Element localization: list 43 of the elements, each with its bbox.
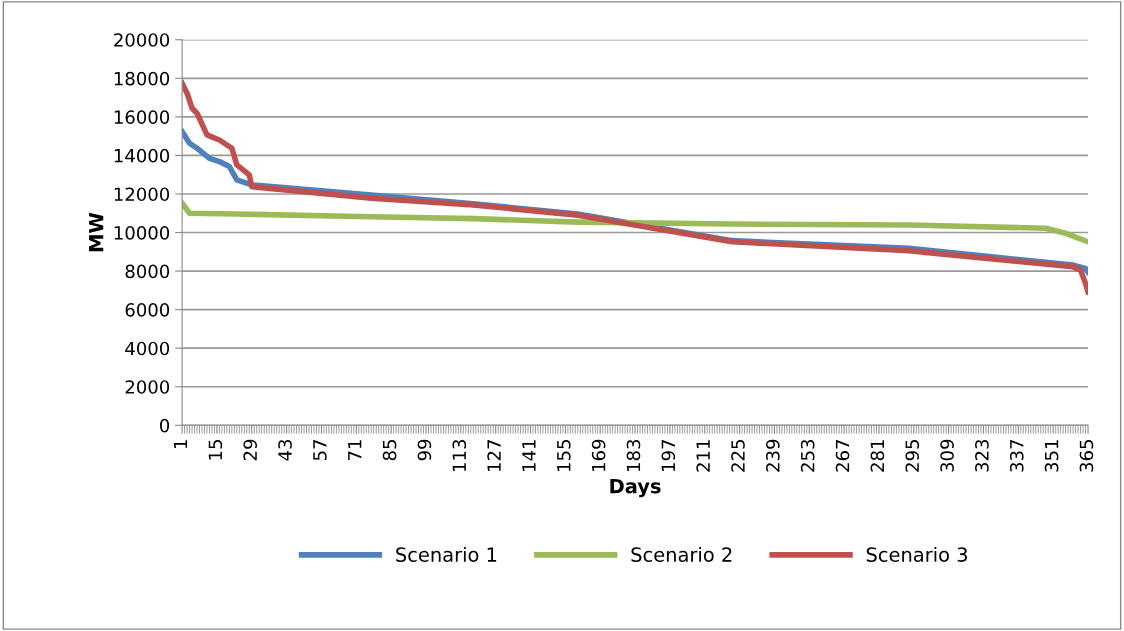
y-tick-label: 10000 [114,225,170,240]
y-tick-label: 14000 [114,148,170,163]
y-axis-title: MW [89,212,104,252]
x-tick-label: 211 [696,440,710,472]
y-tick-label: 2000 [125,380,170,394]
legend-label: Scenario 2 [631,546,732,562]
x-tick-label: 197 [661,440,676,471]
y-tick-label: 0 [159,418,170,433]
legend-label: Scenario 1 [396,546,497,562]
x-tick-label: 267 [835,440,850,472]
x-tick-label: 351 [1044,440,1059,472]
x-tick-label: 29 [243,439,258,461]
x-tick-label: 85 [382,440,397,461]
legend-label: Scenario 3 [866,546,968,562]
y-tick-label: 6000 [125,303,170,317]
x-tick-label: 239 [766,439,780,472]
x-axis-title: Days [610,478,661,498]
y-tick-label: 4000 [125,341,170,356]
x-tick-label: 183 [626,439,641,471]
x-tick-label: 295 [905,440,920,472]
y-tick-label: 8000 [125,264,170,279]
x-tick-label: 253 [800,439,815,472]
x-tick-label: 99 [417,439,432,461]
x-tick-label: 15 [208,440,223,460]
x-tick-label: 113 [452,439,467,471]
x-tick-label: 71 [348,440,362,460]
x-tick-label: 309 [940,439,954,472]
x-tick-label: 169 [591,439,606,471]
y-tick-label: 18000 [114,71,170,86]
x-tick-label: 337 [1009,440,1024,472]
x-tick-label: 1 [173,440,188,448]
x-tick-label: 43 [278,439,292,461]
x-tick-label: 127 [487,440,501,471]
x-tick-label: 281 [870,440,885,472]
x-tick-label: 57 [313,440,327,461]
x-tick-label: 225 [731,440,745,472]
x-tick-label: 155 [557,440,571,471]
y-tick-label: 16000 [114,110,170,124]
y-tick-label: 12000 [114,187,170,202]
x-tick-label: 141 [522,440,536,471]
x-tick-label: 323 [975,439,989,472]
y-tick-label: 20000 [114,33,170,47]
x-tick-label: 365 [1079,440,1094,472]
